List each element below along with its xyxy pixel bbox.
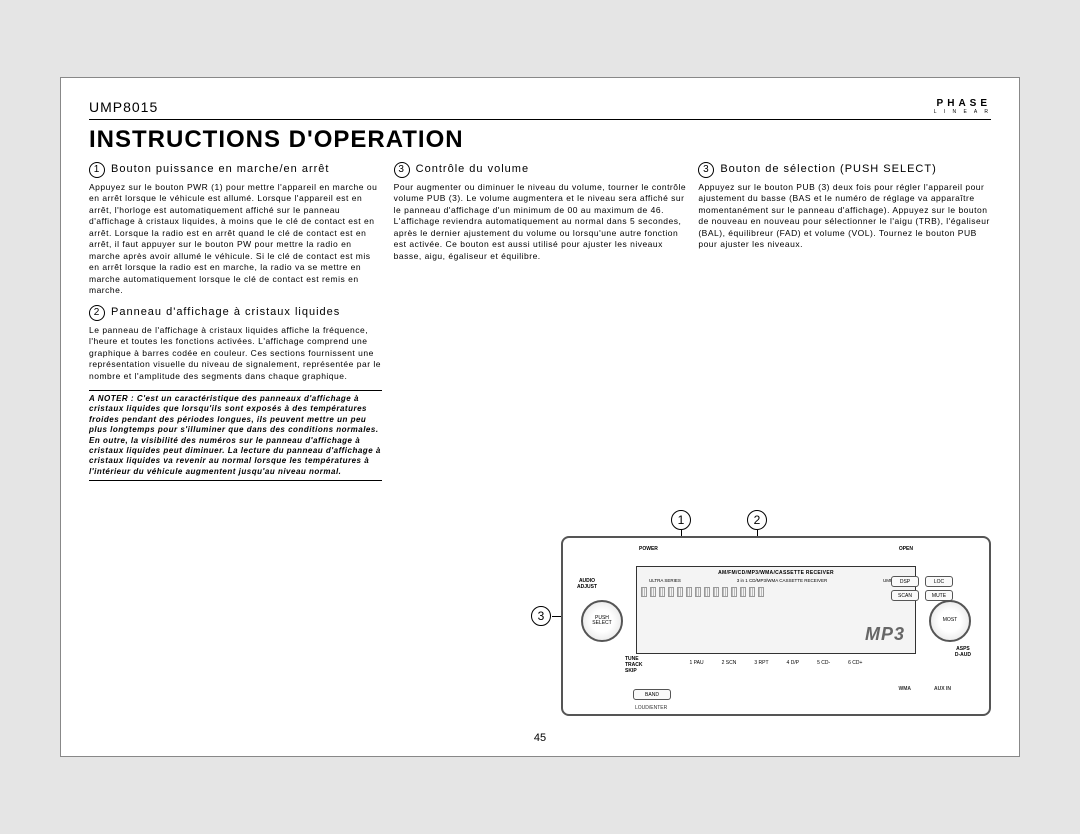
loc-button: LOC — [925, 576, 953, 587]
callout-1-icon: 1 — [671, 510, 691, 530]
seg-icon — [731, 587, 737, 597]
section-3-body: Pour augmenter ou diminuer le niveau du … — [394, 182, 687, 262]
circle-number-icon: 3 — [698, 162, 714, 178]
loud-label: LOUD/ENTER — [635, 705, 667, 711]
section-2-body: Le panneau de l'affichage à cristaux liq… — [89, 325, 382, 382]
brand-logo: PHASE L I N E A R — [934, 98, 991, 115]
seg-icon — [686, 587, 692, 597]
seg-icon — [758, 587, 764, 597]
left-knob: PUSH SELECT — [581, 600, 623, 642]
aux-in-label: AUX IN — [934, 686, 951, 692]
preset-3: 3 RPT — [754, 660, 768, 666]
left-knob-label: PUSH SELECT — [592, 616, 611, 627]
seg-icon — [722, 587, 728, 597]
section-4-body: Appuyez sur le bouton PUB (3) deux fois … — [698, 182, 991, 251]
screen-header-text: AM/FM/CD/MP3/WMA/CASSETTE RECEIVER — [641, 570, 911, 576]
ultra-series-label: ULTRA SERIES — [649, 578, 681, 583]
wma-label: WMA — [899, 686, 912, 692]
open-label: OPEN — [899, 546, 913, 552]
callout-2-icon: 2 — [747, 510, 767, 530]
section-1-body: Appuyez sur le bouton PWR (1) pour mettr… — [89, 182, 382, 297]
column-2: 3 Contrôle du volume Pour augmenter ou d… — [394, 162, 687, 481]
section-2-title: Panneau d'affichage à cristaux liquides — [111, 305, 340, 320]
right-knob: MOST — [929, 600, 971, 642]
preset-4: 4 D/P — [787, 660, 800, 666]
seg-icon — [740, 587, 746, 597]
section-1-head: 1 Bouton puissance en marche/en arrêt — [89, 162, 382, 178]
seg-icon — [677, 587, 683, 597]
seg-icon — [695, 587, 701, 597]
content-columns: 1 Bouton puissance en marche/en arrêt Ap… — [89, 162, 991, 481]
seg-icon — [713, 587, 719, 597]
model-number: UMP8015 — [89, 99, 158, 115]
note-box: A NOTER : C'est un caractéristique des p… — [89, 390, 382, 481]
column-3: 3 Bouton de sélection (PUSH SELECT) Appu… — [698, 162, 991, 481]
brand-subtitle: L I N E A R — [934, 109, 991, 115]
preset-6: 6 CD+ — [848, 660, 862, 666]
brand-name: PHASE — [934, 98, 991, 109]
section-1-title: Bouton puissance en marche/en arrêt — [111, 162, 329, 177]
audio-adjust-label: AUDIO ADJUST — [577, 578, 597, 590]
preset-5: 5 CD- — [817, 660, 830, 666]
scan-button: SCAN — [891, 590, 919, 601]
seg-icon — [650, 587, 656, 597]
page-header: UMP8015 PHASE L I N E A R — [89, 98, 991, 120]
callout-3-icon: 3 — [531, 606, 551, 626]
circle-number-icon: 3 — [394, 162, 410, 178]
section-4-title: Bouton de sélection (PUSH SELECT) — [720, 162, 936, 177]
preset-2: 2 SCN — [722, 660, 737, 666]
column-1: 1 Bouton puissance en marche/en arrêt Ap… — [89, 162, 382, 481]
mute-button: MUTE — [925, 590, 953, 601]
seg-icon — [641, 587, 647, 597]
tune-track-label: TUNE TRACK SKIP — [625, 656, 643, 674]
seg-icon — [749, 587, 755, 597]
top-callouts: 1 2 — [671, 510, 767, 530]
manual-page: UMP8015 PHASE L I N E A R INSTRUCTIONS D… — [60, 77, 1020, 757]
right-knob-label: MOST — [943, 618, 957, 624]
asps-label: ASPS D-AUD — [955, 646, 971, 658]
page-number: 45 — [534, 732, 546, 744]
lcd-sub-label: 3 in 1 CD/MP3/WMA CASSETTE RECEIVER — [737, 578, 828, 583]
circle-number-icon: 2 — [89, 305, 105, 321]
band-button: BAND — [633, 689, 671, 700]
section-2-head: 2 Panneau d'affichage à cristaux liquide… — [89, 305, 382, 321]
page-title: INSTRUCTIONS D'OPERATION — [89, 126, 991, 154]
preset-1: 1 PAU — [690, 660, 704, 666]
device-diagram-area: 1 2 3 POWER OPEN AM/FM/CD/MP3/WMA/CASSET… — [561, 536, 991, 716]
left-callout: 3 — [531, 606, 551, 626]
lcd-screen: AM/FM/CD/MP3/WMA/CASSETTE RECEIVER ULTRA… — [636, 566, 916, 654]
seg-icon — [659, 587, 665, 597]
seg-icon — [704, 587, 710, 597]
car-stereo-device: POWER OPEN AM/FM/CD/MP3/WMA/CASSETTE REC… — [561, 536, 991, 716]
circle-number-icon: 1 — [89, 162, 105, 178]
screen-sub-row: ULTRA SERIES 3 in 1 CD/MP3/WMA CASSETTE … — [641, 578, 911, 583]
dsp-button: DSP — [891, 576, 919, 587]
segment-display — [641, 587, 911, 597]
section-3-title: Contrôle du volume — [416, 162, 529, 177]
seg-icon — [668, 587, 674, 597]
mp3-logo: MP3 — [865, 624, 905, 645]
section-3-head: 3 Contrôle du volume — [394, 162, 687, 178]
section-4-head: 3 Bouton de sélection (PUSH SELECT) — [698, 162, 991, 178]
power-label: POWER — [639, 546, 658, 552]
